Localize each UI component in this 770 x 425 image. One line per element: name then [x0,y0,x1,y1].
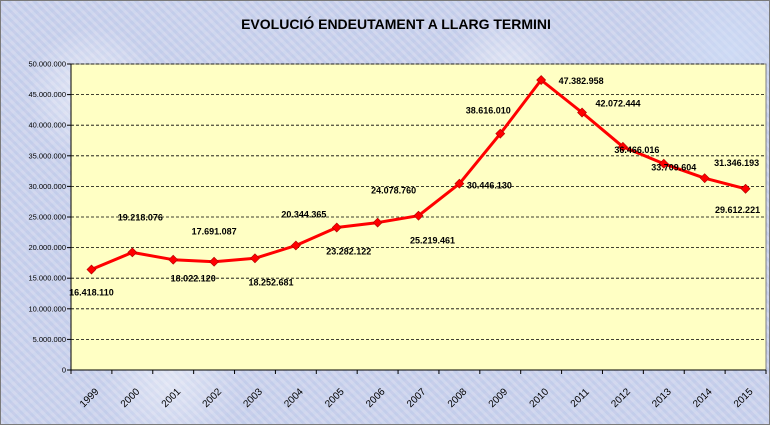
data-point [413,210,424,221]
data-label: 19.218.076 [118,212,163,222]
data-label: 23.282.122 [326,247,371,257]
data-point [127,247,138,258]
x-tick-label: 2010 [528,386,552,410]
x-axis: 1999 2000 2001 2002 2003 2004 2005 2006 2007 2008… [70,369,767,410]
data-label: 38.616.010 [466,106,511,116]
data-point [331,222,342,233]
data-point [658,158,669,169]
x-tick-label: 2012 [609,386,633,410]
data-label: 42.072.444 [596,99,641,109]
y-tick-label: 30.000.000 [28,182,66,191]
data-label: 18.252.681 [248,277,293,287]
data-point [372,217,383,228]
x-tick-label: 2007 [405,386,429,410]
data-point [536,75,547,85]
x-tick-label: 2001 [160,386,184,410]
data-point [577,107,587,118]
data-point [209,256,220,267]
data-label: 20.344.365 [281,209,326,219]
data-label: 25.219.461 [410,236,455,246]
y-axis: 0 5.000.000 10.000.000 15.000.000 20.000.000… [28,60,72,375]
data-point [168,254,179,265]
data-label: 36.466.016 [614,145,659,155]
x-tick-label: 2006 [364,386,388,410]
y-tick-label: 35.000.000 [28,151,66,160]
y-tick-label: 45.000.000 [28,90,66,99]
x-tick-label: 2014 [691,386,715,410]
series-debt [86,75,751,275]
x-tick-label: 2008 [446,386,470,410]
data-label: 16.418.110 [69,288,114,298]
data-point [250,253,260,264]
data-point [699,173,710,184]
x-tick-label: 2013 [650,386,674,410]
data-point [454,178,465,189]
grid-lines [71,63,766,340]
y-tick-label: 0 [62,366,66,375]
y-tick-label: 5.000.000 [33,335,66,344]
data-point [495,128,506,139]
y-tick-label: 10.000.000 [28,304,66,313]
x-tick-label: 2005 [323,386,347,410]
x-tick-label: 2003 [241,386,265,410]
data-point [740,183,751,194]
data-label: 30.446.130 [467,181,512,191]
x-tick-label: 2004 [282,386,306,410]
data-label: 17.691.087 [192,227,237,237]
x-tick-label: 2011 [569,386,592,409]
x-tick-label: 2015 [732,386,756,410]
data-label: 24.078.760 [371,186,416,196]
chart-title: EVOLUCIÓ ENDEUTAMENT A LLARG TERMINI [241,15,551,32]
y-tick-label: 50.000.000 [28,60,66,69]
x-tick-label: 1999 [78,386,102,410]
data-label: 47.382.958 [559,76,604,86]
data-label: 18.022.120 [171,274,216,284]
data-point [617,141,628,152]
y-tick-label: 15.000.000 [28,274,66,283]
data-label: 29.612.221 [715,205,760,215]
data-labels: 16.418.110 19.218.076 18.022.120 17.691.087… [69,76,760,298]
y-tick-label: 25.000.000 [28,213,66,222]
x-tick-label: 2000 [119,386,143,410]
y-tick-label: 40.000.000 [28,121,66,130]
data-label: 33.709.604 [651,163,696,173]
y-tick-label: 20.000.000 [28,243,66,252]
x-tick-label: 2002 [201,386,225,410]
data-label: 31.346.193 [714,158,759,168]
data-point [86,264,97,275]
data-point [290,240,301,251]
x-tick-label: 2009 [487,386,511,410]
